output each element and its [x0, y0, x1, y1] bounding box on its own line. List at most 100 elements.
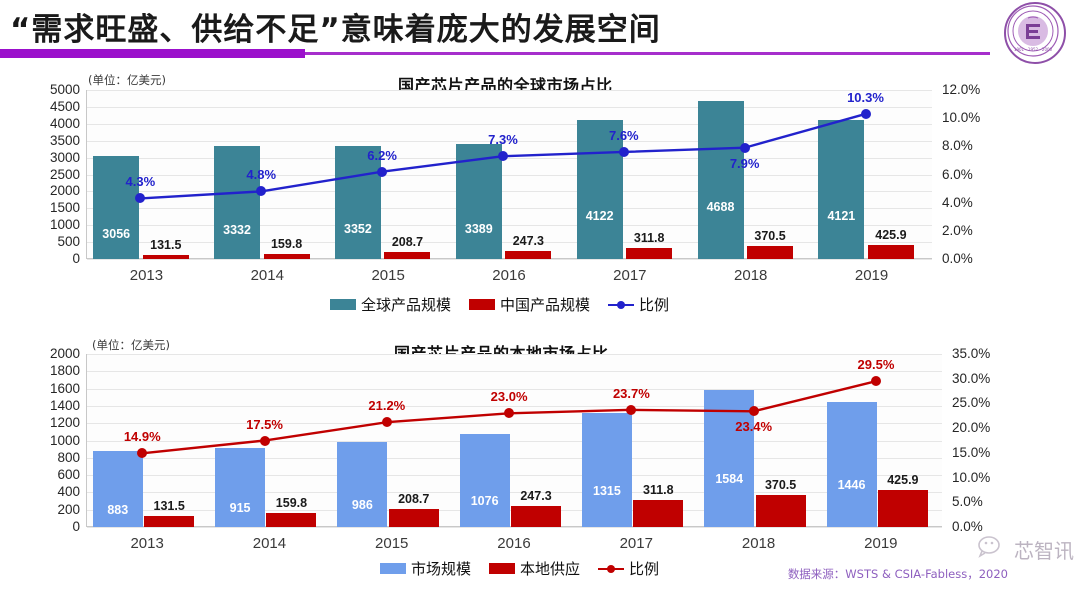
data-point: [256, 186, 267, 197]
x-axis-tick: 2018: [741, 535, 776, 552]
ratio-value-label: 23.7%: [612, 385, 650, 401]
bar-市场规模: [215, 447, 266, 527]
bar-全球产品规模: [214, 146, 261, 259]
legend-line-blue: [608, 299, 635, 310]
y-axis-tick: 1800: [49, 363, 80, 379]
data-point: [870, 376, 881, 387]
bar-value-label: 883: [107, 502, 129, 517]
bar-value-label: 4122: [585, 209, 614, 224]
bar-本地供应: [877, 490, 928, 527]
y-axis-tick: 1000: [49, 432, 80, 448]
bar-value-label: 1076: [470, 494, 499, 509]
bar-value-label: 3332: [223, 222, 251, 237]
data-point: [497, 151, 508, 162]
watermark-text: 芯智讯: [1014, 539, 1074, 563]
ratio-value-label: 29.5%: [857, 357, 895, 373]
gridline: [87, 423, 942, 425]
bar-中国产品规模: [263, 253, 310, 259]
x-axis-tick: 2016: [492, 267, 526, 284]
bar-市场规模: [337, 441, 388, 527]
y-axis-tick: 2000: [49, 346, 80, 361]
bar-中国产品规模: [384, 251, 431, 259]
x-axis-tick: 2014: [252, 535, 287, 552]
chart-local-market-share: (单位：亿美元) 国产芯片产品的本地市场占比 20001800160014001…: [0, 332, 1080, 590]
y2-axis-tick: 8.0%: [942, 138, 973, 154]
bar-value-label: 4121: [827, 209, 856, 224]
bar-本地供应: [633, 500, 684, 527]
y2-axis-tick: 5.0%: [952, 494, 983, 510]
x-axis-tick: 2016: [497, 535, 531, 552]
data-point: [381, 417, 392, 428]
bar-市场规模: [581, 413, 632, 527]
bar-value-label: 1584: [715, 472, 744, 487]
y2-axis-tick: 30.0%: [952, 370, 991, 386]
gridline: [87, 388, 942, 390]
legend-swatch-red: [489, 563, 516, 574]
bar-全球产品规模: [93, 155, 140, 259]
bar-value-label: 1315: [593, 484, 621, 499]
data-point: [137, 448, 148, 459]
y2-axis-tick: 10.0%: [942, 110, 981, 126]
legend-swatch-red: [469, 299, 496, 310]
data-point: [377, 166, 388, 177]
y2-axis-tick: 10.0%: [952, 469, 991, 485]
legend-item-china-bar: 中国产品规模: [469, 294, 590, 315]
legend-label: 比例: [629, 560, 660, 578]
y2-axis-tick: 0.0%: [952, 519, 983, 534]
chart-global-market-share: (单位：亿美元) 国产芯片产品的全球市场占比 5000 4500 4000 3500 3…: [0, 66, 1080, 326]
ratio-line-series: [140, 112, 866, 200]
wechat-icon: [978, 535, 1008, 564]
gridline: [87, 208, 932, 210]
legend-label: 比例: [639, 296, 670, 314]
gridline: [87, 157, 932, 159]
y-axis-tick: 0: [72, 519, 80, 534]
chart-local-unit-note: (单位：亿美元): [92, 338, 170, 352]
title-rule-thick: [0, 49, 305, 58]
y-axis-tick: 600: [57, 467, 80, 483]
legend-item-global-bar: 全球产品规模: [330, 294, 451, 315]
bar-全球产品规模: [818, 119, 865, 259]
bar-全球产品规模: [334, 145, 381, 259]
bar-本地供应: [266, 513, 317, 527]
ratio-value-label: 6.2%: [367, 147, 397, 163]
ratio-value-label: 4.3%: [125, 174, 156, 190]
legend-item-local-supply-bar: 本地供应: [489, 558, 580, 579]
ratio-value-label: 23.0%: [490, 389, 528, 405]
y2-axis-tick: 20.0%: [952, 420, 991, 436]
bar-市场规模: [704, 389, 755, 527]
y2-axis-tick: 25.0%: [952, 395, 991, 411]
bar-本地供应: [144, 515, 195, 527]
bar-value-label: 159.8: [275, 496, 308, 511]
bar-中国产品规模: [505, 250, 552, 259]
x-axis-tick: 2013: [130, 535, 164, 552]
x-axis-tick: 2015: [371, 267, 405, 284]
data-point: [618, 146, 629, 157]
bar-value-label: 370.5: [764, 477, 797, 492]
gridline: [87, 457, 942, 459]
bar-value-label: 131.5: [150, 237, 182, 252]
y-axis-tick: 1200: [49, 415, 80, 431]
bar-中国产品规模: [626, 248, 673, 259]
ratio-value-label: 7.6%: [608, 127, 639, 143]
y-axis-tick: 2000: [49, 183, 80, 199]
ratio-value-label: 21.2%: [368, 398, 406, 414]
data-point: [626, 404, 637, 415]
y-axis-tick: 2500: [49, 166, 80, 182]
y-axis-tick: 1000: [49, 217, 80, 233]
gridline: [87, 492, 942, 494]
y-axis-tick: 4000: [49, 115, 80, 131]
gridline: [87, 475, 942, 477]
gridline: [87, 405, 942, 407]
y-axis-tick: 1500: [49, 200, 80, 216]
legend-item-ratio-line: 比例: [598, 558, 659, 579]
watermark: 芯智讯: [978, 535, 1074, 564]
gridline: [87, 123, 932, 125]
legend-item-ratio-line: 比例: [608, 294, 669, 315]
gridline: [87, 106, 932, 108]
bar-value-label: 4688: [706, 199, 735, 214]
x-axis-tick: 2013: [129, 267, 164, 284]
legend-label: 市场规模: [411, 560, 472, 578]
gridline: [87, 527, 942, 528]
bar-中国产品规模: [747, 246, 794, 259]
y2-axis-tick: 4.0%: [942, 194, 973, 210]
